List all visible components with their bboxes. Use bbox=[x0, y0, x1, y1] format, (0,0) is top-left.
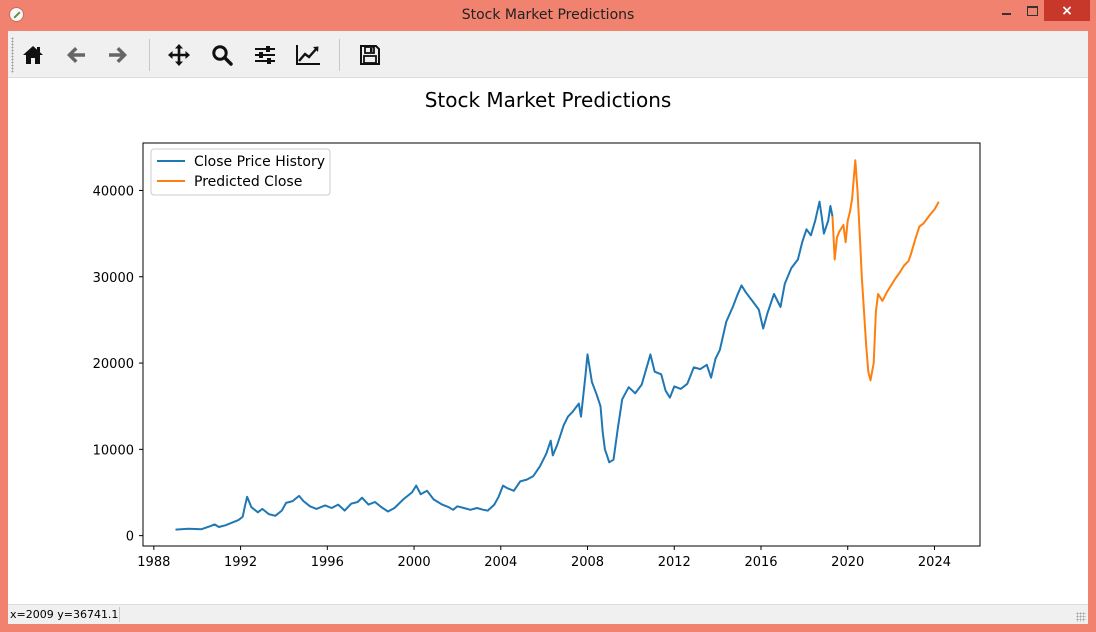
x-tick-label: 2000 bbox=[398, 555, 431, 570]
series-layer bbox=[175, 159, 940, 531]
window-title: Stock Market Predictions bbox=[461, 7, 635, 23]
line-chart-icon bbox=[296, 45, 320, 65]
y-tick-label: 40000 bbox=[93, 184, 134, 199]
series-predicted-close bbox=[831, 159, 940, 382]
y-tick-label: 10000 bbox=[93, 443, 134, 458]
chart-title: Stock Market Predictions bbox=[425, 88, 672, 112]
series-close-price-history bbox=[175, 200, 834, 531]
magnifier-icon bbox=[212, 45, 233, 66]
configure-subplots-button[interactable] bbox=[248, 39, 282, 71]
move-icon bbox=[168, 44, 190, 66]
legend-label-predicted: Predicted Close bbox=[194, 174, 302, 190]
x-tick-label: 2020 bbox=[831, 555, 864, 570]
status-bar: x=2009 y=36741.1 bbox=[8, 604, 1088, 624]
title-bar[interactable]: Stock Market Predictions × bbox=[0, 0, 1096, 31]
pan-button[interactable] bbox=[162, 39, 196, 71]
axis-ticks: 1988 1992 1996 2000 2004 2008 2012 2016 2020 2024… bbox=[93, 184, 951, 570]
y-tick-label: 0 bbox=[126, 530, 134, 545]
home-button[interactable] bbox=[16, 39, 50, 71]
legend: Close Price History Predicted Close bbox=[150, 148, 331, 196]
close-button[interactable]: × bbox=[1044, 0, 1090, 21]
legend-box bbox=[150, 148, 331, 196]
forward-button[interactable] bbox=[101, 39, 135, 71]
x-tick-label: 1992 bbox=[224, 555, 257, 570]
x-tick-label: 2008 bbox=[571, 555, 604, 570]
x-tick-label: 2012 bbox=[658, 555, 691, 570]
x-tick-label: 2004 bbox=[484, 555, 517, 570]
cursor-coordinates: x=2009 y=36741.1 bbox=[10, 608, 119, 621]
y-tick-label: 30000 bbox=[93, 271, 134, 286]
axes-frame bbox=[142, 142, 981, 547]
home-icon bbox=[23, 46, 43, 64]
edit-axes-button[interactable] bbox=[291, 39, 325, 71]
x-tick-label: 2016 bbox=[744, 555, 777, 570]
back-button[interactable] bbox=[59, 39, 93, 71]
y-tick-label: 20000 bbox=[93, 357, 134, 372]
minimize-icon bbox=[1001, 13, 1011, 15]
legend-label-history: Close Price History bbox=[194, 154, 325, 170]
navigation-toolbar bbox=[8, 31, 1088, 78]
x-tick-label: 1988 bbox=[137, 555, 170, 570]
arrow-left-icon bbox=[67, 47, 85, 63]
zoom-button[interactable] bbox=[205, 39, 239, 71]
x-tick-label: 2024 bbox=[918, 555, 951, 570]
x-tick-label: 1996 bbox=[311, 555, 344, 570]
maximize-icon bbox=[1026, 6, 1038, 16]
app-icon[interactable] bbox=[9, 7, 24, 22]
stock-chart: Stock Market Predictions 1988 1992 1996 200… bbox=[93, 88, 981, 570]
resize-grip[interactable] bbox=[1076, 612, 1086, 622]
minimize-button[interactable] bbox=[993, 0, 1019, 22]
toolbar-grip[interactable] bbox=[11, 37, 14, 73]
status-separator bbox=[119, 607, 120, 622]
client-area: Stock Market Predictions 1988 1992 1996 200… bbox=[8, 31, 1088, 624]
toolbar-separator bbox=[149, 39, 150, 71]
plot-canvas[interactable]: Stock Market Predictions 1988 1992 1996 200… bbox=[8, 78, 1088, 604]
floppy-disk-icon bbox=[360, 45, 380, 65]
arrow-right-icon bbox=[109, 47, 127, 63]
toolbar-separator bbox=[339, 39, 340, 71]
sliders-icon bbox=[255, 46, 275, 64]
save-button[interactable] bbox=[353, 39, 387, 71]
maximize-button[interactable] bbox=[1019, 0, 1045, 22]
